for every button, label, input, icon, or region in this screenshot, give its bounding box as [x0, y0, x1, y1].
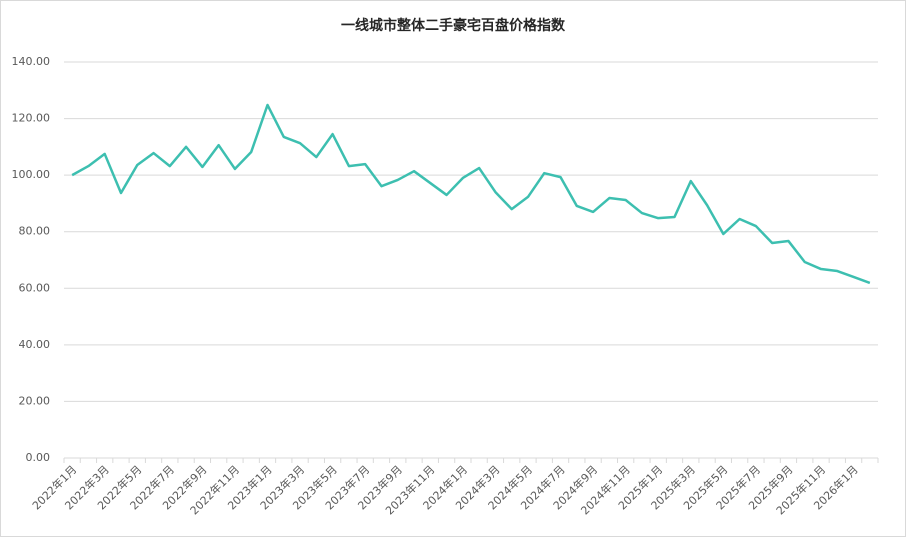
y-tick-label: 20.00 — [19, 394, 51, 407]
y-tick-label: 100.00 — [12, 168, 51, 181]
y-tick-label: 40.00 — [19, 338, 51, 351]
y-tick-label: 0.00 — [26, 451, 51, 464]
y-tick-label: 120.00 — [12, 112, 51, 125]
chart-title: 一线城市整体二手豪宅百盘价格指数 — [341, 17, 566, 34]
data-line — [71, 103, 871, 285]
y-tick-label: 80.00 — [19, 225, 51, 238]
y-tick-label: 140.00 — [12, 55, 51, 68]
y-tick-label: 60.00 — [19, 281, 51, 294]
